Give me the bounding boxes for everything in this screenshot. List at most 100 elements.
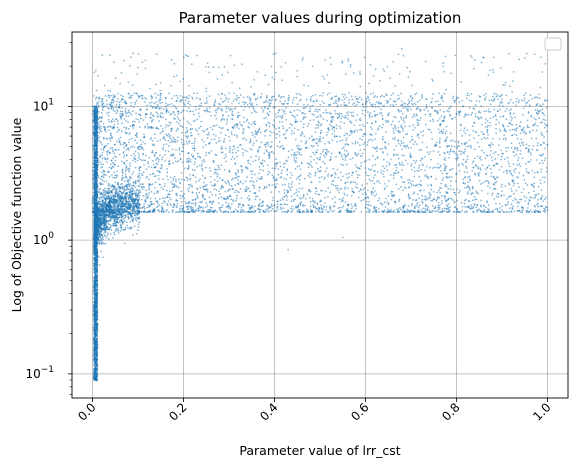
data-point [161,112,164,115]
data-point [195,181,197,183]
data-point [96,231,98,234]
data-point [95,283,97,285]
data-point [114,188,117,191]
data-point [301,187,304,190]
data-point [500,165,503,168]
data-point [113,152,116,155]
data-point [341,93,344,96]
data-point [430,131,433,134]
data-point [390,94,393,97]
data-point [412,129,414,131]
data-point [102,238,104,241]
data-point [402,119,405,122]
data-point [112,176,114,179]
data-point [205,102,208,105]
data-point [400,100,403,103]
data-point [134,199,136,202]
data-point [189,103,191,106]
data-point [94,224,96,227]
data-point [121,182,124,185]
data-point [177,128,179,131]
data-point [131,198,134,201]
data-point [94,169,97,172]
data-point [127,215,129,218]
data-point [94,366,97,369]
data-point [93,314,96,316]
data-point [294,198,297,201]
data-point [181,161,184,164]
data-point [282,198,284,201]
data-point [251,180,253,182]
data-point [132,120,134,123]
data-point [93,358,95,360]
data-point [95,109,97,111]
data-point [436,209,439,212]
data-point [332,168,335,170]
data-point [96,318,99,320]
data-point [299,134,302,137]
data-point [157,94,159,96]
data-point [93,162,95,164]
data-point [102,196,105,199]
data-point [213,124,216,127]
data-point [111,217,114,219]
data-point [251,170,254,173]
data-point [179,197,182,200]
data-point [161,158,163,161]
data-point [510,119,513,122]
data-point [361,123,364,126]
data-point [343,192,345,195]
data-point [96,280,98,283]
data-point [94,232,97,235]
data-point [457,163,460,166]
data-point [132,182,135,184]
data-point [249,180,251,183]
data-point [115,176,118,179]
data-point [237,169,239,171]
data-point [489,124,492,127]
data-point [329,205,332,208]
data-point [130,216,132,219]
data-point [523,179,526,181]
data-point [223,118,226,121]
data-point [183,197,186,200]
data-point [96,127,98,130]
data-point [95,340,97,342]
data-point [194,161,196,164]
data-point [124,170,127,172]
data-point [95,368,98,371]
data-point [150,101,153,104]
data-point [278,120,281,123]
data-point [116,187,118,190]
data-point [131,200,134,203]
data-point [297,176,300,178]
data-point [400,110,403,113]
data-point [178,149,181,151]
data-point [105,195,108,198]
data-point [471,205,473,208]
data-point [109,213,111,215]
data-point [113,110,116,113]
data-point [96,372,99,375]
data-point [96,277,99,280]
data-point [533,171,536,174]
data-point [138,180,141,183]
data-point [181,141,183,144]
data-point [387,208,389,211]
data-point [417,136,420,139]
data-point [203,130,206,133]
data-point [91,197,94,200]
data-point [93,316,96,318]
data-point [113,200,115,202]
data-point [296,108,299,111]
data-point [198,209,201,212]
data-point [336,104,339,107]
plot-area [72,32,568,398]
data-point [173,113,176,116]
data-point [262,165,265,167]
data-point [116,170,119,172]
data-point [464,148,467,151]
data-point [96,353,98,356]
data-point [340,179,342,181]
data-point [514,116,516,119]
